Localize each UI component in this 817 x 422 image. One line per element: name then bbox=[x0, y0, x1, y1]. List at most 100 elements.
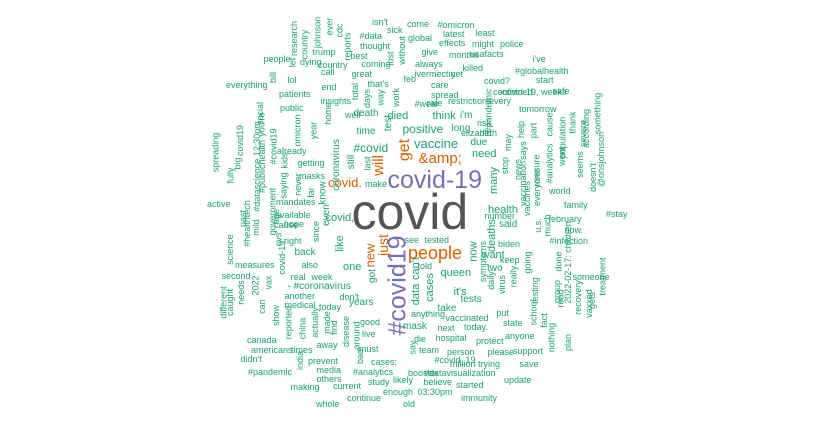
cloud-word: give bbox=[421, 46, 439, 57]
cloud-word: way bbox=[375, 88, 386, 106]
cloud-word: months bbox=[449, 49, 479, 60]
cloud-word: last bbox=[362, 155, 373, 171]
cloud-word: think bbox=[432, 109, 456, 122]
cloud-word: show bbox=[270, 304, 281, 326]
cloud-word: find bbox=[328, 319, 339, 335]
cloud-word: queen bbox=[440, 266, 472, 279]
cloud-word: coming bbox=[361, 58, 391, 69]
cloud-word: two bbox=[487, 263, 503, 274]
cloud-word: protect bbox=[476, 335, 504, 346]
cloud-word: recovery bbox=[572, 279, 583, 315]
cloud-word: already bbox=[277, 145, 307, 156]
cloud-word: week bbox=[311, 271, 333, 282]
cloud-word: medical bbox=[284, 299, 316, 310]
cloud-word: cvs bbox=[273, 232, 284, 246]
cloud-word: #publichealth bbox=[256, 139, 267, 193]
cloud-word: family bbox=[564, 199, 588, 210]
cloud-word: restrictions bbox=[448, 95, 492, 106]
cloud-word: die bbox=[414, 333, 427, 344]
cloud-word: year bbox=[308, 121, 319, 139]
cloud-word: whole bbox=[316, 398, 340, 409]
cloud-word: effects bbox=[439, 37, 466, 48]
cloud-word: time bbox=[356, 126, 376, 137]
cloud-word: dying bbox=[300, 56, 322, 67]
cloud-word: virus bbox=[496, 274, 507, 294]
cloud-word: #covid bbox=[353, 141, 389, 155]
cloud-word: please bbox=[487, 346, 515, 357]
cloud-word: trying bbox=[478, 358, 501, 369]
cloud-word: said bbox=[499, 219, 518, 230]
cloud-word: covid. bbox=[328, 174, 362, 190]
cloud-word: ivermectin bbox=[414, 68, 456, 79]
cloud-word: one bbox=[343, 260, 362, 273]
cloud-word: also bbox=[301, 259, 319, 270]
cloud-word: johnson bbox=[312, 16, 323, 48]
cloud-word: china bbox=[297, 317, 308, 339]
cloud-word: risk bbox=[477, 117, 491, 128]
cloud-word: number bbox=[484, 210, 516, 221]
cloud-word: immunity bbox=[461, 392, 498, 403]
cloud-word: seems bbox=[574, 150, 585, 178]
cloud-word: isn't bbox=[372, 16, 388, 27]
cloud-word: part bbox=[528, 122, 539, 138]
cloud-word: you're bbox=[256, 111, 267, 137]
cloud-word: americans bbox=[251, 344, 293, 355]
cloud-word: right bbox=[284, 235, 302, 246]
cloud-word: patients bbox=[279, 88, 311, 99]
cloud-word: country bbox=[318, 59, 348, 70]
cloud-word: covid? bbox=[484, 75, 511, 86]
cloud-word: help bbox=[515, 120, 526, 138]
cloud-word: see bbox=[404, 234, 420, 245]
cloud-word: best bbox=[350, 50, 368, 61]
cloud-word: usafacts bbox=[470, 48, 504, 59]
cloud-word: disease bbox=[340, 315, 351, 347]
cloud-word: well bbox=[345, 109, 361, 120]
cloud-word: mask bbox=[403, 321, 427, 332]
cloud-word: past bbox=[237, 209, 248, 227]
cloud-word: just bbox=[374, 234, 391, 256]
cloud-word: country bbox=[299, 29, 310, 59]
cloud-word: start bbox=[536, 74, 554, 85]
cloud-word: omicron bbox=[292, 113, 303, 147]
cloud-word: covid-19 bbox=[387, 165, 483, 194]
cloud-word: spread bbox=[431, 89, 459, 100]
cloud-word: bad bbox=[354, 348, 365, 364]
cloud-word: that's bbox=[367, 78, 389, 89]
cloud-word: #omicron bbox=[437, 19, 475, 30]
cloud-word: old bbox=[403, 398, 416, 409]
cloud-word: hospital bbox=[435, 332, 467, 343]
cloud-word: death bbox=[353, 108, 379, 119]
cloud-word: i'm bbox=[460, 110, 473, 121]
cloud-word: positive bbox=[402, 122, 444, 136]
cloud-word: group bbox=[551, 279, 562, 303]
cloud-word: since bbox=[310, 220, 321, 242]
cloud-word: come bbox=[407, 18, 430, 29]
cloud-word: team bbox=[419, 344, 440, 355]
cloud-word: covid19 bbox=[234, 124, 245, 156]
cloud-word: - #coronavirus bbox=[287, 281, 351, 292]
cloud-word: person bbox=[447, 346, 475, 357]
cloud-word: #analytics bbox=[544, 142, 555, 184]
cloud-word: save bbox=[519, 358, 539, 369]
cloud-word: 2022 bbox=[250, 274, 261, 296]
cloud-word: real bbox=[290, 271, 306, 282]
cloud-word: vax bbox=[263, 274, 274, 290]
cloud-word: covid, bbox=[325, 211, 355, 224]
cloud-word: around bbox=[351, 320, 362, 350]
cloud-word: needs bbox=[235, 279, 246, 305]
cloud-word: latest bbox=[443, 28, 465, 39]
cloud-word: u.s. bbox=[532, 217, 543, 233]
cloud-word: lol bbox=[287, 74, 297, 85]
cloud-word: long bbox=[451, 123, 471, 134]
cloud-word: will bbox=[369, 154, 387, 176]
cloud-word: now. bbox=[564, 224, 584, 235]
cloud-word: cases bbox=[423, 272, 436, 302]
cloud-word: take bbox=[437, 303, 457, 314]
cloud-word: #infection bbox=[549, 235, 589, 246]
cloud-word: can bbox=[256, 298, 267, 314]
cloud-word: insights bbox=[320, 95, 352, 106]
cloud-word: hope bbox=[284, 218, 305, 229]
cloud-word: something bbox=[592, 92, 603, 134]
cloud-word: #globalhealth bbox=[515, 65, 569, 76]
